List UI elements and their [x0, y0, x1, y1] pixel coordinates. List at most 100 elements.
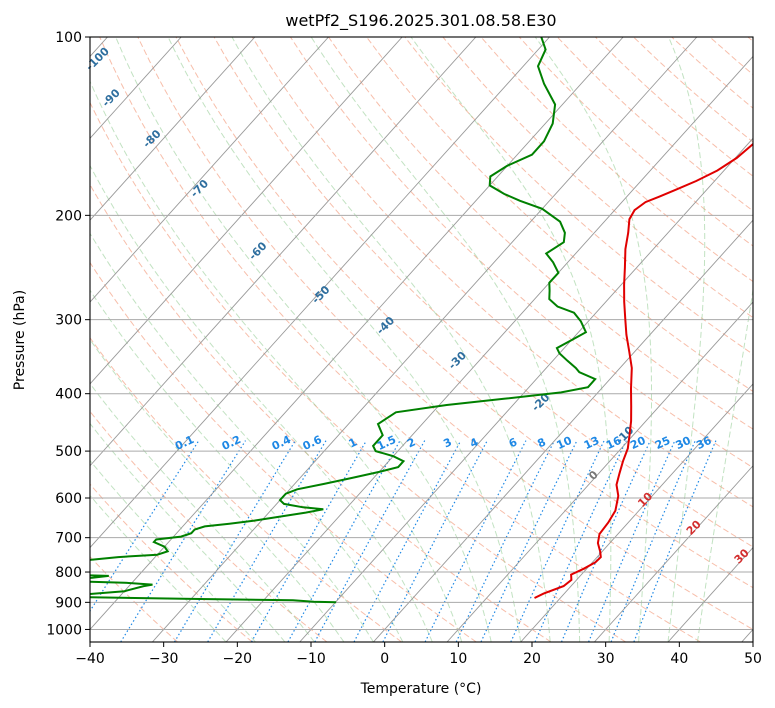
- dry-adiabat: [251, 37, 753, 508]
- moist-adiabat: [167, 37, 522, 642]
- dry-adiabat: [137, 37, 753, 630]
- mixing-ratio-line: [120, 440, 247, 642]
- isotherm: [90, 37, 477, 467]
- moist-adiabat: [410, 37, 612, 642]
- plot-frame: [89, 36, 754, 643]
- dry-adiabat: [595, 37, 753, 177]
- y-tick-label: 900: [55, 595, 82, 611]
- x-tick-label: −20: [223, 651, 253, 667]
- dry-adiabat: [671, 37, 753, 109]
- background-lines: [90, 37, 753, 642]
- isotherm: [90, 37, 624, 631]
- moist-adiabat: [90, 422, 286, 642]
- dry-adiabat-label: -70: [188, 177, 211, 200]
- series-lines: [90, 37, 753, 604]
- axes: −40 −30 −20 −10 0 10 20 30 40 5010009008007006005…: [46, 30, 762, 667]
- x-tick-label: 20: [523, 651, 541, 667]
- moist-adiabat: [534, 37, 652, 642]
- x-tick-label: −40: [75, 651, 105, 667]
- mixing-ratio-line: [314, 440, 426, 642]
- moist-adiabat: [115, 37, 492, 642]
- mixing-ratio-line: [382, 440, 488, 642]
- mixing-ratio-line: [510, 440, 605, 642]
- y-tick-label: 800: [55, 565, 82, 581]
- moist-adiabat-label: 30: [732, 546, 752, 566]
- dry-adiabat: [90, 336, 402, 642]
- moist-adiabat: [697, 286, 753, 642]
- dry-adiabat-label: -80: [140, 127, 163, 150]
- dry-adiabat: [366, 37, 753, 392]
- isotherm: [90, 37, 256, 221]
- x-tick-label: 30: [597, 651, 615, 667]
- dry-adiabat: [90, 483, 253, 642]
- mixing-ratio-label: 16: [604, 434, 624, 452]
- moist-adiabat-label: 0: [586, 468, 601, 483]
- mixing-ratio-line: [90, 440, 200, 613]
- mixing-ratio-label: 0.2: [220, 433, 243, 453]
- y-tick-label: 100: [55, 30, 82, 46]
- dewpoint-line: [90, 37, 597, 604]
- moist-adiabat: [90, 80, 463, 642]
- dry-adiabat: [633, 37, 753, 143]
- isotherm: [667, 546, 753, 642]
- mixing-ratio-line: [534, 440, 627, 642]
- isotherm: [373, 219, 753, 642]
- moist-adiabat: [231, 37, 551, 642]
- moist-adiabat-label: 10: [635, 490, 655, 510]
- mixing-ratio-line: [480, 440, 578, 642]
- dry-adiabat: [99, 37, 701, 642]
- moist-adiabat: [90, 164, 433, 642]
- moist-adiabat: [90, 459, 256, 642]
- mixing-ratio-line: [588, 440, 676, 642]
- mixing-ratio-label: 1: [347, 435, 359, 450]
- dry-adiabat-label: -30: [446, 349, 469, 372]
- dry-adiabat: [90, 101, 626, 642]
- mixing-ratio-line: [250, 440, 367, 642]
- y-tick-label: 300: [55, 313, 82, 329]
- isotherm: [90, 37, 329, 303]
- dry-adiabat: [747, 37, 753, 42]
- y-tick-label: 200: [55, 208, 82, 224]
- grid-lines: [90, 37, 753, 642]
- mixing-ratio-label: 8: [535, 435, 547, 450]
- dry-adiabat: [90, 261, 477, 642]
- isotherm: [299, 137, 753, 642]
- mixing-ratio-line: [173, 440, 296, 642]
- moist-adiabat: [90, 382, 315, 642]
- isotherm: [520, 383, 753, 642]
- mixing-ratio-line: [424, 440, 527, 642]
- mixing-ratio-label: 25: [653, 434, 672, 452]
- x-axis-label: Temperature (°C): [360, 681, 482, 697]
- dry-adiabat: [175, 37, 753, 589]
- mixing-ratio-label: 10: [555, 434, 575, 452]
- mixing-ratio-label: 13: [582, 434, 601, 452]
- x-tick-label: −10: [296, 651, 326, 667]
- x-tick-label: 50: [744, 651, 762, 667]
- mixing-ratio-line: [610, 440, 696, 642]
- dry-adiabat-label: -50: [309, 283, 332, 306]
- moist-adiabat: [667, 37, 706, 642]
- mixing-ratio-label: 30: [673, 434, 693, 452]
- mixing-ratio-label: 36: [694, 434, 714, 452]
- moist-adiabat: [90, 338, 345, 642]
- isotherm: [90, 37, 403, 385]
- mixing-ratio-label: 0.6: [301, 433, 324, 453]
- mixing-ratio-label: 0.1: [173, 433, 196, 453]
- isotherm: [446, 301, 753, 642]
- dry-adiabat: [289, 37, 753, 469]
- isotherm: [152, 37, 698, 642]
- mixing-ratio-label: 1.5: [375, 433, 398, 453]
- y-tick-label: 600: [55, 491, 82, 507]
- isotherm: [90, 37, 550, 549]
- temperature-line: [534, 142, 753, 599]
- moist-adiabat: [90, 494, 227, 642]
- x-tick-label: 0: [380, 651, 389, 667]
- mixing-ratio-line: [207, 440, 327, 642]
- y-axis-label: Pressure (hPa): [12, 290, 28, 390]
- isotherm: [225, 55, 753, 642]
- moist-adiabat-label: 20: [684, 517, 704, 537]
- dry-adiabat-label: -100: [83, 44, 112, 73]
- y-tick-label: 500: [55, 444, 82, 460]
- y-tick-label: 400: [55, 387, 82, 403]
